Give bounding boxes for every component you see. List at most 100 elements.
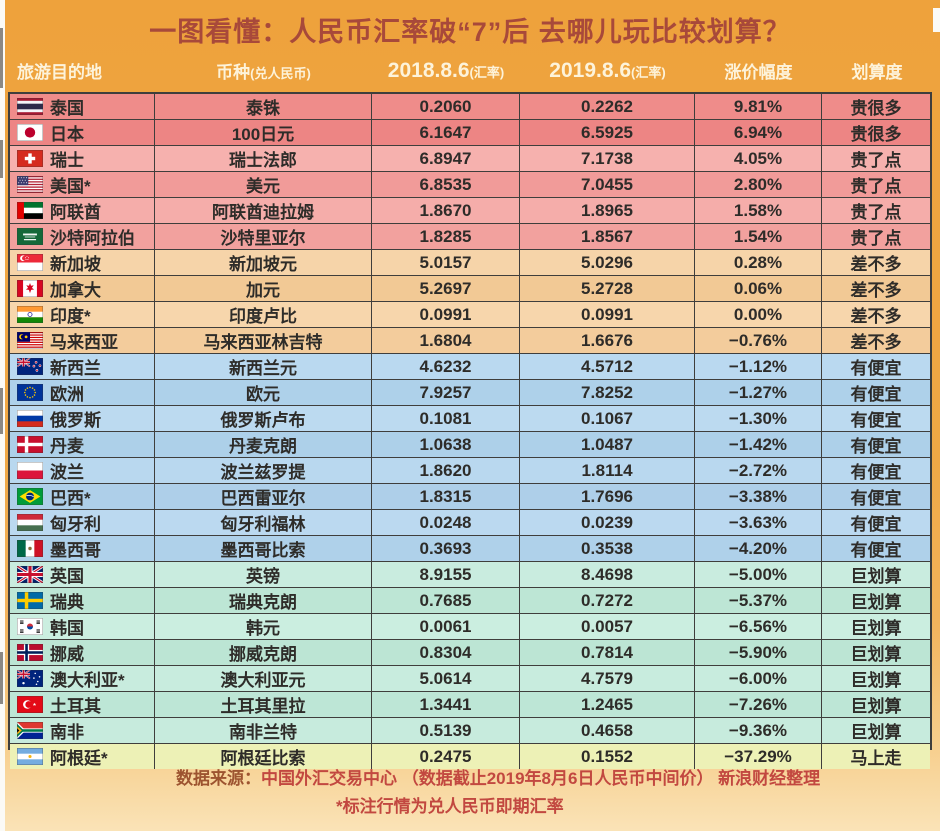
data-source-label: 数据来源：: [176, 769, 261, 788]
table-row-sweden: 瑞典 瑞典克朗 0.7685 0.7272 −5.37% 巨划算: [10, 588, 930, 614]
table-row-thailand: 泰国 泰铢 0.2060 0.2262 9.81% 贵很多: [10, 94, 930, 120]
rate-2019-cell: 7.8252: [520, 380, 695, 405]
rate-2018-cell: 5.0157: [372, 250, 520, 275]
destination-cell: 泰国: [10, 94, 155, 119]
verdict-cell: 贵了点: [850, 229, 902, 248]
change-pct-cell: −3.38%: [695, 484, 822, 509]
change-pct-cell: −5.37%: [695, 588, 822, 613]
destination-label: 澳大利亚*: [50, 671, 125, 690]
scan-edge-mark: [0, 388, 3, 434]
rate-2018-cell: 6.1647: [372, 120, 520, 145]
rate-2019-cell: 0.2262: [520, 94, 695, 119]
rate-2018-cell: 0.8304: [372, 640, 520, 665]
table-row-switzerland: 瑞士 瑞士法郎 6.8947 7.1738 4.05% 贵了点: [10, 146, 930, 172]
canada-flag-icon: [17, 280, 43, 297]
data-source-line: 数据来源：中国外汇交易中心 （数据截止2019年8月6日人民币中间价） 新浪财经…: [176, 764, 820, 789]
change-pct-cell: 4.05%: [695, 146, 822, 171]
turkey-flag-icon: [17, 696, 43, 713]
column-header-sub: (汇率): [469, 65, 505, 80]
verdict-cell: 差不多: [850, 255, 902, 274]
rate-2018-cell: 0.7685: [372, 588, 520, 613]
rate-2018-cell: 0.5139: [372, 718, 520, 743]
column-header-main: 币种: [216, 63, 251, 82]
change-pct-cell: −5.90%: [695, 640, 822, 665]
verdict-cell: 有便宜: [850, 541, 902, 560]
currency-cell: 加元: [155, 276, 372, 301]
verdict-cell: 巨划算: [850, 619, 902, 638]
rate-2018-cell: 0.2060: [372, 94, 520, 119]
rate-2018-cell: 6.8947: [372, 146, 520, 171]
table-row-denmark: 丹麦 丹麦克朗 1.0638 1.0487 −1.42% 有便宜: [10, 432, 930, 458]
destination-cell: 日本: [10, 120, 155, 145]
rate-2019-cell: 5.0296: [520, 250, 695, 275]
currency-cell: 匈牙利福林: [155, 510, 372, 535]
destination-cell: 美国*: [10, 172, 155, 197]
destination-cell: 欧洲: [10, 380, 155, 405]
table-row-canada: 加拿大 加元 5.2697 5.2728 0.06% 差不多: [10, 276, 930, 302]
verdict-cell: 差不多: [850, 333, 902, 352]
change-pct-cell: −4.20%: [695, 536, 822, 561]
rate-2018-cell: 0.3693: [372, 536, 520, 561]
table-row-south-africa: 南非 南非兰特 0.5139 0.4658 −9.36% 巨划算: [10, 718, 930, 744]
change-pct-cell: −3.63%: [695, 510, 822, 535]
scan-corner-notch: [933, 8, 940, 32]
hungary-flag-icon: [17, 514, 43, 531]
table-row-uk: 英国 英镑 8.9155 8.4698 −5.00% 巨划算: [10, 562, 930, 588]
table-row-india: 印度* 印度卢比 0.0991 0.0991 0.00% 差不多: [10, 302, 930, 328]
table-row-usa: 美国* 美元 6.8535 7.0455 2.80% 贵了点: [10, 172, 930, 198]
verdict-cell: 有便宜: [850, 489, 902, 508]
rate-2019-cell: 0.0057: [520, 614, 695, 639]
rate-2018-cell: 1.8670: [372, 198, 520, 223]
rate-2019-cell: 1.2465: [520, 692, 695, 717]
destination-cell: 丹麦: [10, 432, 155, 457]
australia-flag-icon: [17, 670, 43, 687]
destination-cell: 土耳其: [10, 692, 155, 717]
change-pct-cell: −37.29%: [695, 744, 822, 769]
rate-2019-cell: 1.8114: [520, 458, 695, 483]
saudi-arabia-flag-icon: [17, 228, 43, 245]
rate-2018-cell: 5.2697: [372, 276, 520, 301]
destination-label: 日本: [50, 125, 84, 144]
destination-cell: 英国: [10, 562, 155, 587]
verdict-cell: 有便宜: [850, 385, 902, 404]
destination-label: 阿联酋: [50, 203, 101, 222]
destination-label: 南非: [50, 723, 84, 742]
table-row-japan: 日本 100日元 6.1647 6.5925 6.94% 贵很多: [10, 120, 930, 146]
column-header-2: 2018.8.6(汇率): [372, 59, 520, 92]
destination-label: 匈牙利: [50, 515, 101, 534]
table-row-mexico: 墨西哥 墨西哥比索 0.3693 0.3538 −4.20% 有便宜: [10, 536, 930, 562]
currency-cell: 韩元: [155, 614, 372, 639]
destination-label: 阿根廷*: [50, 749, 108, 768]
change-pct-cell: 1.58%: [695, 198, 822, 223]
table-row-argentina: 阿根廷* 阿根廷比索 0.2475 0.1552 −37.29% 马上走: [10, 744, 930, 769]
verdict-cell: 巨划算: [850, 593, 902, 612]
destination-cell: 阿联酋: [10, 198, 155, 223]
rate-2018-cell: 1.3441: [372, 692, 520, 717]
currency-cell: 墨西哥比索: [155, 536, 372, 561]
table-row-saudi-arabia: 沙特阿拉伯 沙特里亚尔 1.8285 1.8567 1.54% 贵了点: [10, 224, 930, 250]
column-header-4: 涨价幅度: [695, 58, 822, 92]
south-africa-flag-icon: [17, 722, 43, 739]
change-pct-cell: −1.30%: [695, 406, 822, 431]
change-pct-cell: 2.80%: [695, 172, 822, 197]
currency-cell: 英镑: [155, 562, 372, 587]
singapore-flag-icon: [17, 254, 43, 271]
destination-label: 丹麦: [50, 437, 84, 456]
rate-2019-cell: 0.1067: [520, 406, 695, 431]
destination-cell: 南非: [10, 718, 155, 743]
malaysia-flag-icon: [17, 332, 43, 349]
table-row-hungary: 匈牙利 匈牙利福林 0.0248 0.0239 −3.63% 有便宜: [10, 510, 930, 536]
argentina-flag-icon: [17, 748, 43, 765]
change-pct-cell: 9.81%: [695, 94, 822, 119]
currency-cell: 挪威克朗: [155, 640, 372, 665]
switzerland-flag-icon: [17, 150, 43, 167]
india-flag-icon: [17, 306, 43, 323]
destination-cell: 瑞士: [10, 146, 155, 171]
japan-flag-icon: [17, 124, 43, 141]
rate-2019-cell: 0.7814: [520, 640, 695, 665]
table-row-poland: 波兰 波兰兹罗提 1.8620 1.8114 −2.72% 有便宜: [10, 458, 930, 484]
uae-flag-icon: [17, 202, 43, 219]
destination-label: 土耳其: [50, 697, 101, 716]
table-row-uae: 阿联酋 阿联酋迪拉姆 1.8670 1.8965 1.58% 贵了点: [10, 198, 930, 224]
change-pct-cell: 1.54%: [695, 224, 822, 249]
